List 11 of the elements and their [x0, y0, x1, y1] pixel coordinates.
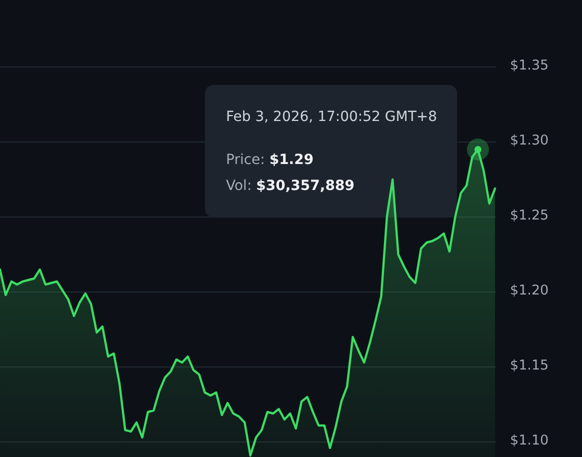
y-tick-label: $1.10 [510, 432, 549, 449]
y-tick-label: $1.35 [510, 58, 549, 74]
y-tick-label: $1.15 [510, 358, 549, 374]
y-tick-label: $1.20 [510, 282, 549, 299]
annotation: Vol: [226, 178, 256, 194]
annotation: Price: [226, 152, 270, 168]
y-tick-label: $1.30 [510, 132, 549, 149]
annotation: $30,357,889 [256, 178, 354, 194]
y-tick-label: $1.25 [510, 208, 549, 224]
annotation: Feb 3, 2026, 17:00:52 GMT+8 [226, 109, 438, 125]
annotation: $1.29 [269, 152, 314, 168]
